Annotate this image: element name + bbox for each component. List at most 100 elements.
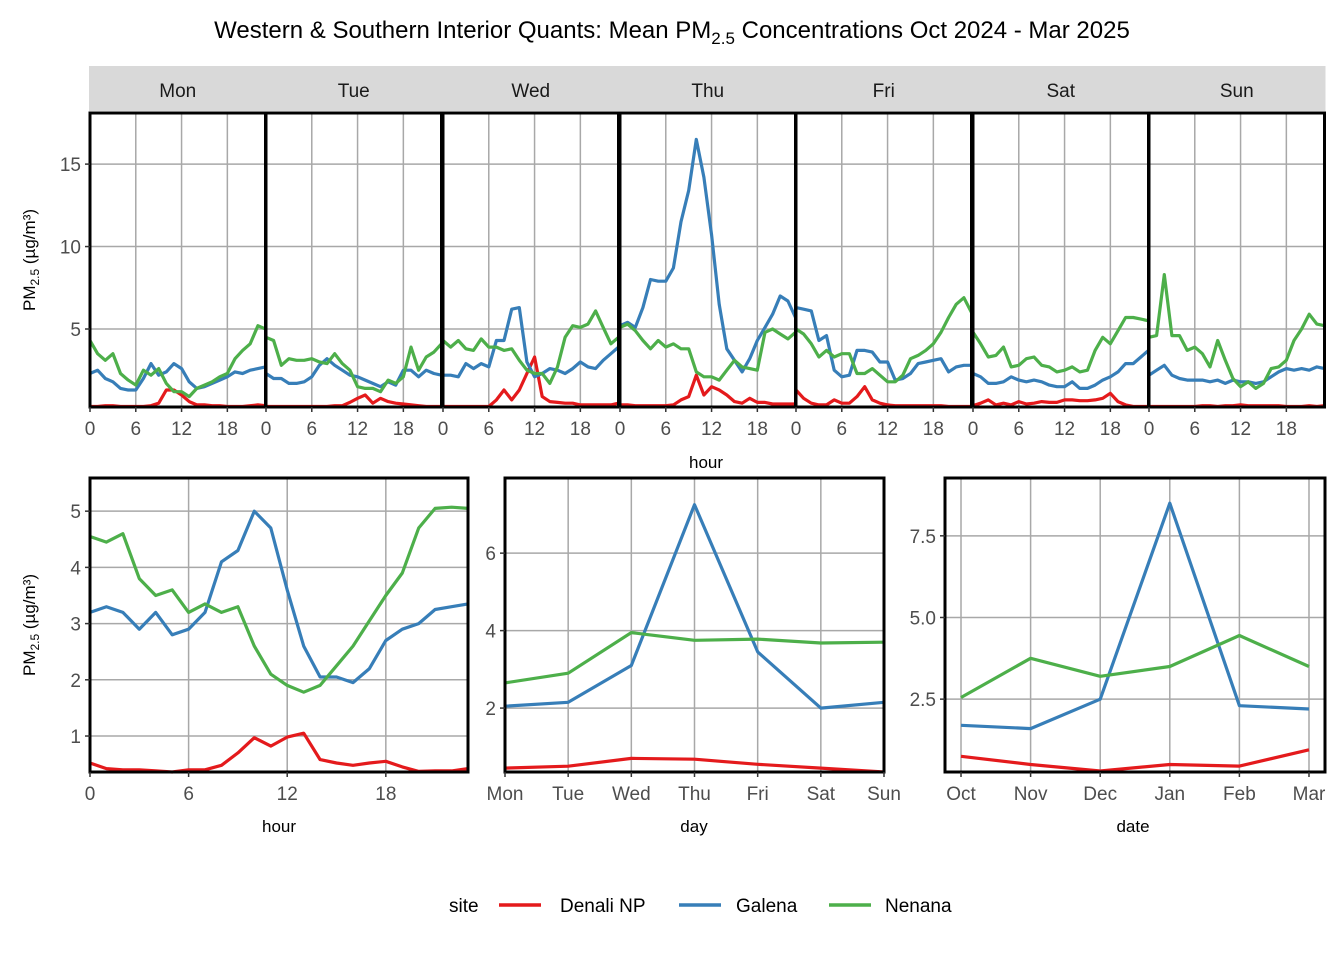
facet-sat-xtick-label: 6 [1013,419,1024,440]
hour-line-nenana [89,505,469,694]
strip-label: Mon [159,81,196,102]
title-subscript: 2.5 [711,29,735,48]
facet-thu-panel: 0 6 12 18 [615,111,797,440]
title-suffix: Concentrations Oct 2024 - Mar 2025 [735,17,1130,44]
date-ytick-label: 7.5 [910,527,936,548]
facet-mon-ytick-label: 5 [70,320,81,341]
strip-sat [972,66,1150,111]
facet-mon-xtick-label: 6 [130,419,141,440]
facet-wed-xtick-label: 18 [570,419,591,440]
date-xtick-label: Nov [1014,784,1048,805]
facet-fri-xtick-label: 12 [877,419,898,440]
facet-mon-xtick-label: 18 [217,419,238,440]
day-xtick-label: Sun [867,784,901,805]
facet-fri-line-nenana [795,296,973,384]
hour-xtick-label: 18 [375,784,396,805]
facet-tue-xtick-label: 12 [347,419,368,440]
bottom-y-axis-title: PM2.5 (µg/m³) [20,574,42,676]
date-ytick-label: 2.5 [910,690,936,711]
facet-thu-xtick-label: 12 [701,419,722,440]
facet-sat-line-galena [972,349,1150,390]
facet-sun-xtick-label: 12 [1230,419,1251,440]
facet-thu-line-nenana [619,322,797,382]
facet-thu-line-galena [619,137,797,374]
legend-label-denali: Denali NP [560,896,646,917]
facet-tue-xtick-label: 18 [393,419,414,440]
day-ytick-label: 4 [485,622,496,643]
facet-fri-xtick-label: 18 [923,419,944,440]
facet-mon-ytick-label: 15 [60,155,81,176]
facet-mon-line-galena [89,362,266,392]
facet-tue-xtick-label: 0 [261,419,272,440]
hour-frame [88,476,470,774]
date-panel: 2.5 5.0 7.5 Oct Nov Dec Jan Feb Mar [910,476,1327,805]
facet-tue-line-denali [266,393,442,409]
hour-ytick-label: 3 [70,615,81,636]
facet-sat-xtick-label: 0 [968,419,979,440]
facet-mon-ytick-label: 10 [60,238,81,259]
facet-sat-panel: 0 6 12 18 [968,111,1150,440]
date-xtick-label: Oct [946,784,976,805]
day-ytick-label: 6 [485,544,496,565]
facet-wed-xtick-label: 0 [438,419,449,440]
facet-wed-xtick-label: 12 [524,419,545,440]
day-line-denali [504,756,885,774]
day-xtick-label: Wed [612,784,651,805]
hour-xtick-label: 12 [277,784,298,805]
hour-ytick-label: 1 [70,727,81,748]
facet-fri-panel: 0 6 12 18 [791,111,973,440]
strip-mon [89,66,267,111]
facet-thu-xtick-label: 0 [615,419,626,440]
facet-thu-frame [618,111,797,409]
facet-mon-panel: 5 10 15 0 6 12 18 [60,111,267,440]
date-line-galena [960,501,1310,731]
strip-wed [442,66,620,111]
facet-sat-xtick-label: 12 [1054,419,1075,440]
facet-wed-panel: 0 6 12 18 [438,111,620,440]
ylabel-prefix: PM [20,651,39,677]
date-line-denali [960,748,1310,773]
facet-sat-line-nenana [971,315,1149,374]
facet-fri-line-denali [794,385,972,409]
facet-mon-xtick-label: 0 [85,419,96,440]
date-frame [943,476,1327,774]
chart-title: Western & Southern Interior Quants: Mean… [214,17,1130,48]
day-xtick-label: Fri [747,784,769,805]
day-line-galena [504,503,885,710]
facet-sun-panel: 0 6 12 18 [1144,111,1326,440]
hour-x-axis-title: hour [262,817,296,836]
facet-wed-xtick-label: 6 [483,419,494,440]
facet-tue-line-nenana [265,335,443,394]
facet-mon-line-nenana [88,324,267,399]
strip-fri [795,66,973,111]
facet-sun-line-nenana [1148,273,1325,390]
facet-sun-frame [1147,111,1326,409]
strip-sun [1148,66,1326,111]
facet-fri-xtick-label: 0 [791,419,802,440]
strip-label: Sat [1046,81,1075,102]
strip-label: Tue [338,81,370,102]
hour-xtick-label: 0 [85,784,96,805]
top-y-axis-title: PM2.5 (µg/m³) [20,209,42,311]
day-ytick-label: 2 [485,699,496,720]
strip-label: Fri [873,81,895,102]
day-x-axis-title: day [680,817,708,836]
day-line-nenana [504,631,885,685]
facet-sun-xtick-label: 18 [1276,419,1297,440]
ylabel-suffix: (µg/m³) [20,574,39,634]
legend-title: site [449,896,479,917]
facet-fri-xtick-label: 6 [836,419,847,440]
hour-ytick-label: 2 [70,671,81,692]
day-xtick-label: Mon [487,784,524,805]
hour-line-galena [89,509,469,685]
facet-sun-xtick-label: 6 [1189,419,1200,440]
date-x-axis-title: date [1116,817,1149,836]
strip-label: Thu [691,81,724,102]
facet-thu-line-denali [620,373,796,408]
day-xtick-label: Thu [678,784,711,805]
legend-label-nenana: Nenana [885,896,952,917]
date-xtick-label: Mar [1293,784,1326,805]
strip-label: Sun [1220,81,1254,102]
